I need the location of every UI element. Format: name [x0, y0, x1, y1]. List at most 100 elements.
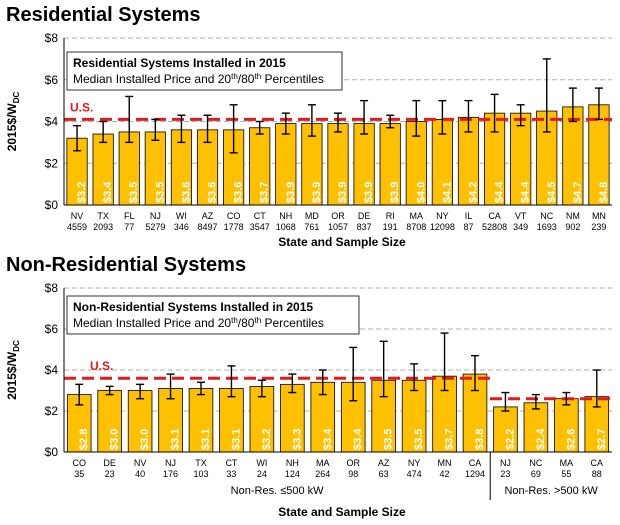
x-category-label: AZ	[378, 458, 390, 468]
x-sample-size-label: 264	[315, 469, 330, 479]
x-category-label: NJ	[500, 458, 511, 468]
bar-value-label: $3.0	[139, 429, 151, 450]
bar-value-label: $4.7	[572, 182, 584, 203]
bar-value-label: $3.9	[363, 182, 375, 203]
x-category-label: DE	[103, 458, 116, 468]
bar-value-label: $4.2	[467, 182, 479, 203]
x-sample-size-label: 474	[407, 469, 422, 479]
x-category-label: NC	[529, 458, 542, 468]
chart-subtitle-part: th	[231, 316, 238, 325]
bar-value-label: $2.4	[535, 428, 547, 450]
x-category-label: NM	[566, 211, 580, 221]
us-median-label: U.S.	[90, 359, 113, 373]
x-sample-size-label: 8708	[406, 222, 426, 232]
bar-value-label: $3.1	[170, 429, 182, 450]
chart-subtitle-part: /80	[238, 72, 255, 86]
x-sample-size-label: 23	[105, 469, 115, 479]
x-category-label: MA	[560, 458, 574, 468]
x-category-label: CA	[591, 458, 604, 468]
bar-value-label: $3.7	[444, 429, 456, 450]
x-sample-size-label: 346	[174, 222, 189, 232]
bar-value-label: $3.7	[259, 182, 271, 203]
bar-value-label: $2.8	[78, 429, 90, 450]
chart-subtitle-part: Percentiles	[261, 316, 324, 330]
y-tick-label: $0	[45, 198, 59, 212]
chart-title-box	[66, 295, 360, 335]
x-sample-size-label: 23	[500, 469, 510, 479]
x-sample-size-label: 87	[463, 222, 473, 232]
x-sample-size-label: 239	[591, 222, 606, 232]
x-sample-size-label: 761	[304, 222, 319, 232]
x-sample-size-label: 24	[257, 469, 267, 479]
x-sample-size-label: 902	[565, 222, 580, 232]
group-label: Non-Res. ≤500 kW	[231, 485, 324, 497]
bar-value-label: $3.9	[311, 182, 323, 203]
y-tick-label: $4	[45, 363, 59, 377]
bar-value-label: $3.4	[102, 181, 114, 203]
bar-value-label: $3.3	[291, 429, 303, 450]
x-category-label: CT	[254, 211, 266, 221]
y-axis-title-main: 2015$/W	[5, 351, 19, 400]
bar-value-label: $3.6	[180, 182, 192, 203]
x-category-label: OR	[346, 458, 360, 468]
bar-value-label: $4.1	[441, 182, 453, 203]
bar-value-label: $4.5	[546, 182, 558, 203]
x-category-label: MA	[316, 458, 330, 468]
x-category-label: NH	[279, 211, 292, 221]
bar-value-label: $3.5	[413, 429, 425, 450]
y-axis-title: 2015$/WDC	[5, 91, 21, 151]
x-sample-size-label: 1778	[224, 222, 244, 232]
x-category-label: NY	[436, 211, 449, 221]
x-sample-size-label: 2093	[93, 222, 113, 232]
nonresidential-section-heading: Non-Residential Systems	[6, 254, 247, 276]
x-sample-size-label: 35	[74, 469, 84, 479]
x-category-label: DE	[358, 211, 371, 221]
bar-value-label: $3.5	[128, 182, 140, 203]
chart-title: Residential Systems Installed in 2015	[73, 56, 286, 70]
chart-subtitle: Median Installed Price and 20th/80th Per…	[73, 316, 324, 330]
residential-chart: $0 $2 $4 $6 $8 2015$/WDC U.S. $3.2 $3.4 $3.5 $3.5 $…	[5, 31, 612, 249]
bar-value-label: $3.4	[352, 428, 364, 450]
y-axis-title-subscript: DC	[12, 91, 21, 103]
x-sample-size-label: 837	[357, 222, 372, 232]
x-category-label: OR	[331, 211, 345, 221]
x-category-label: NV	[134, 458, 147, 468]
chart-subtitle-part: th	[231, 72, 238, 81]
x-category-label: RI	[386, 211, 395, 221]
x-category-label: TX	[195, 458, 207, 468]
x-sample-size-label: 55	[561, 469, 571, 479]
x-sample-size-label: 63	[379, 469, 389, 479]
y-tick-label: $8	[45, 281, 59, 295]
bar-value-label: $2.2	[504, 429, 516, 450]
nonresidential-chart: $0 $2 $4 $6 $8 2015$/WDC U.S. $2.8 $3.0 $3.0 $3.1 $…	[5, 281, 612, 519]
bar-value-label: $3.9	[337, 182, 349, 203]
bar-value-label: $3.6	[207, 182, 219, 203]
bar-value-label: $4.8	[598, 182, 610, 203]
chart-title-box	[66, 51, 343, 91]
y-tick-label: $2	[45, 404, 59, 418]
bar-value-label: $3.5	[383, 429, 395, 450]
x-category-label: NJ	[150, 211, 161, 221]
x-sample-size-label: 1693	[537, 222, 557, 232]
bar-value-label: $3.1	[230, 429, 242, 450]
x-category-label: WI	[256, 458, 267, 468]
chart-subtitle-part: Median Installed Price and 20	[73, 72, 231, 86]
bar-value-label: $4.4	[494, 181, 506, 203]
chart-subtitle-part: th	[254, 72, 261, 81]
x-sample-size-label: 8497	[198, 222, 218, 232]
group-label: Non-Res. >500 kW	[504, 485, 598, 497]
chart-title: Non-Residential Systems Installed in 201…	[73, 300, 313, 314]
x-category-label: MD	[305, 211, 319, 221]
x-category-label: NV	[71, 211, 84, 221]
x-sample-size-label: 349	[513, 222, 528, 232]
bar-value-label: $4.4	[520, 181, 532, 203]
us-median-label: U.S.	[70, 100, 93, 114]
x-sample-size-label: 4559	[67, 222, 87, 232]
x-sample-size-label: 77	[124, 222, 134, 232]
x-category-label: CT	[225, 458, 237, 468]
bar-value-label: $3.8	[474, 429, 486, 450]
x-category-label: NC	[540, 211, 553, 221]
x-category-label: TX	[97, 211, 109, 221]
y-tick-label: $6	[45, 322, 59, 336]
x-category-label: MA	[410, 211, 424, 221]
